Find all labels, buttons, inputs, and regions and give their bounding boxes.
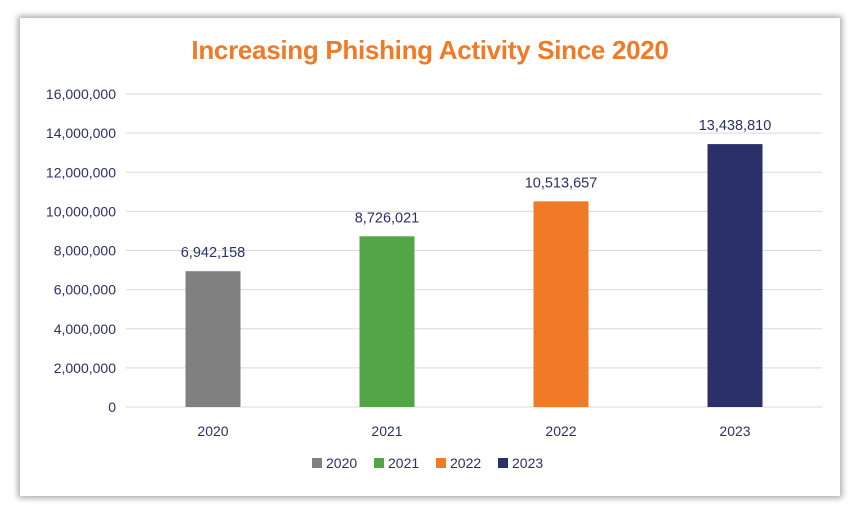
legend-item-2023: 2023 — [498, 455, 543, 471]
legend-label: 2023 — [512, 455, 543, 471]
bar-2022 — [533, 201, 589, 407]
data-label-2020: 6,942,158 — [181, 245, 246, 261]
y-tick-label: 10,000,000 — [46, 203, 116, 219]
bar-2021 — [359, 236, 415, 407]
legend: 2020 2021 2022 2023 — [312, 455, 543, 471]
x-axis-tick-labels: 2020 2021 2022 2023 — [197, 423, 750, 439]
y-axis-tick-labels: 0 2,000,000 4,000,000 6,000,000 8,000,000 10,… — [46, 86, 116, 415]
legend-label: 2020 — [326, 455, 357, 471]
bar-chart: 0 2,000,000 4,000,000 6,000,000 8,000,000 10,… — [46, 86, 822, 471]
y-tick-label: 12,000,000 — [46, 164, 116, 180]
y-tick-label: 14,000,000 — [46, 125, 116, 141]
legend-swatch — [312, 458, 322, 468]
x-tick-label: 2023 — [719, 423, 750, 439]
bars — [185, 144, 763, 407]
chart-title: Increasing Phishing Activity Since 2020 — [191, 35, 669, 65]
x-tick-label: 2020 — [197, 423, 228, 439]
bar-2020 — [185, 271, 241, 407]
y-tick-label: 6,000,000 — [54, 282, 116, 298]
gridlines — [126, 93, 822, 408]
legend-swatch — [436, 458, 446, 468]
x-tick-label: 2022 — [545, 423, 576, 439]
y-tick-label: 4,000,000 — [54, 321, 116, 337]
data-label-2023: 13,438,810 — [699, 118, 772, 134]
legend-label: 2022 — [450, 455, 481, 471]
y-tick-label: 2,000,000 — [54, 360, 116, 376]
legend-item-2020: 2020 — [312, 455, 357, 471]
legend-swatch — [498, 458, 508, 468]
legend-swatch — [374, 458, 384, 468]
legend-label: 2021 — [388, 455, 419, 471]
y-tick-label: 8,000,000 — [54, 243, 116, 259]
y-tick-label: 0 — [108, 399, 116, 415]
legend-item-2022: 2022 — [436, 455, 481, 471]
data-label-2021: 8,726,021 — [355, 210, 420, 226]
legend-item-2021: 2021 — [374, 455, 419, 471]
data-label-2022: 10,513,657 — [525, 175, 598, 191]
x-tick-label: 2021 — [371, 423, 402, 439]
y-tick-label: 16,000,000 — [46, 86, 116, 102]
bar-2023 — [707, 144, 763, 407]
data-labels: 6,942,158 8,726,021 10,513,657 13,438,810 — [181, 118, 772, 261]
chart-frame: Increasing Phishing Activity Since 2020 … — [20, 18, 840, 496]
